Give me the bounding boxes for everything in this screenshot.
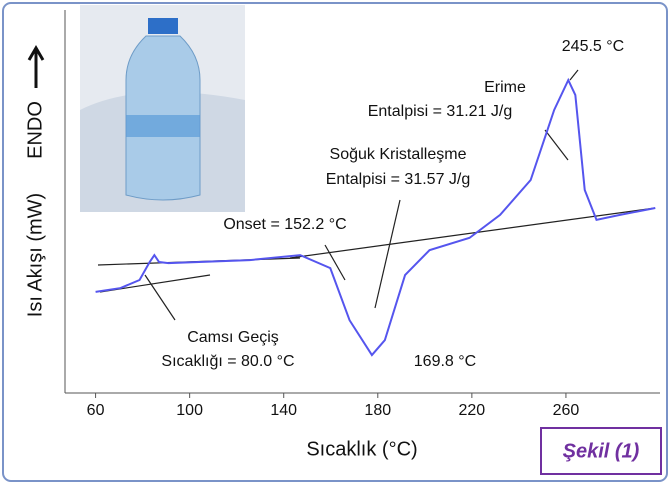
y-axis-label: Isı Akışı (mW) bbox=[24, 193, 46, 317]
x-tick-label: 60 bbox=[87, 402, 105, 419]
x-tick-label: 260 bbox=[553, 402, 580, 419]
x-tick-label: 180 bbox=[364, 402, 391, 419]
annotation: Onset = 152.2 °C bbox=[223, 216, 346, 233]
chart: 245.5 °C Erime Entalpisi = 31.21 J/g Soğ… bbox=[0, 0, 671, 485]
annotation: Entalpisi = 31.57 J/g bbox=[326, 171, 471, 188]
y-direction-label: ENDO bbox=[24, 101, 46, 159]
bottle-photo bbox=[80, 5, 245, 212]
annotation: Soğuk Kristalleşme bbox=[330, 146, 467, 163]
annotation: 245.5 °C bbox=[562, 38, 624, 55]
x-axis-label: Sıcaklık (°C) bbox=[306, 438, 417, 460]
annotation: Entalpisi = 31.21 J/g bbox=[368, 103, 513, 120]
annotation: 169.8 °C bbox=[414, 353, 476, 370]
figure-label: Şekil (1) bbox=[563, 440, 640, 462]
x-tick-label: 140 bbox=[270, 402, 297, 419]
annotation: Sıcaklığı = 80.0 °C bbox=[161, 353, 294, 370]
x-tick-label: 220 bbox=[459, 402, 486, 419]
annotation: Erime bbox=[484, 79, 526, 96]
x-tick-label: 100 bbox=[176, 402, 203, 419]
annotation: Camsı Geçiş bbox=[187, 329, 279, 346]
